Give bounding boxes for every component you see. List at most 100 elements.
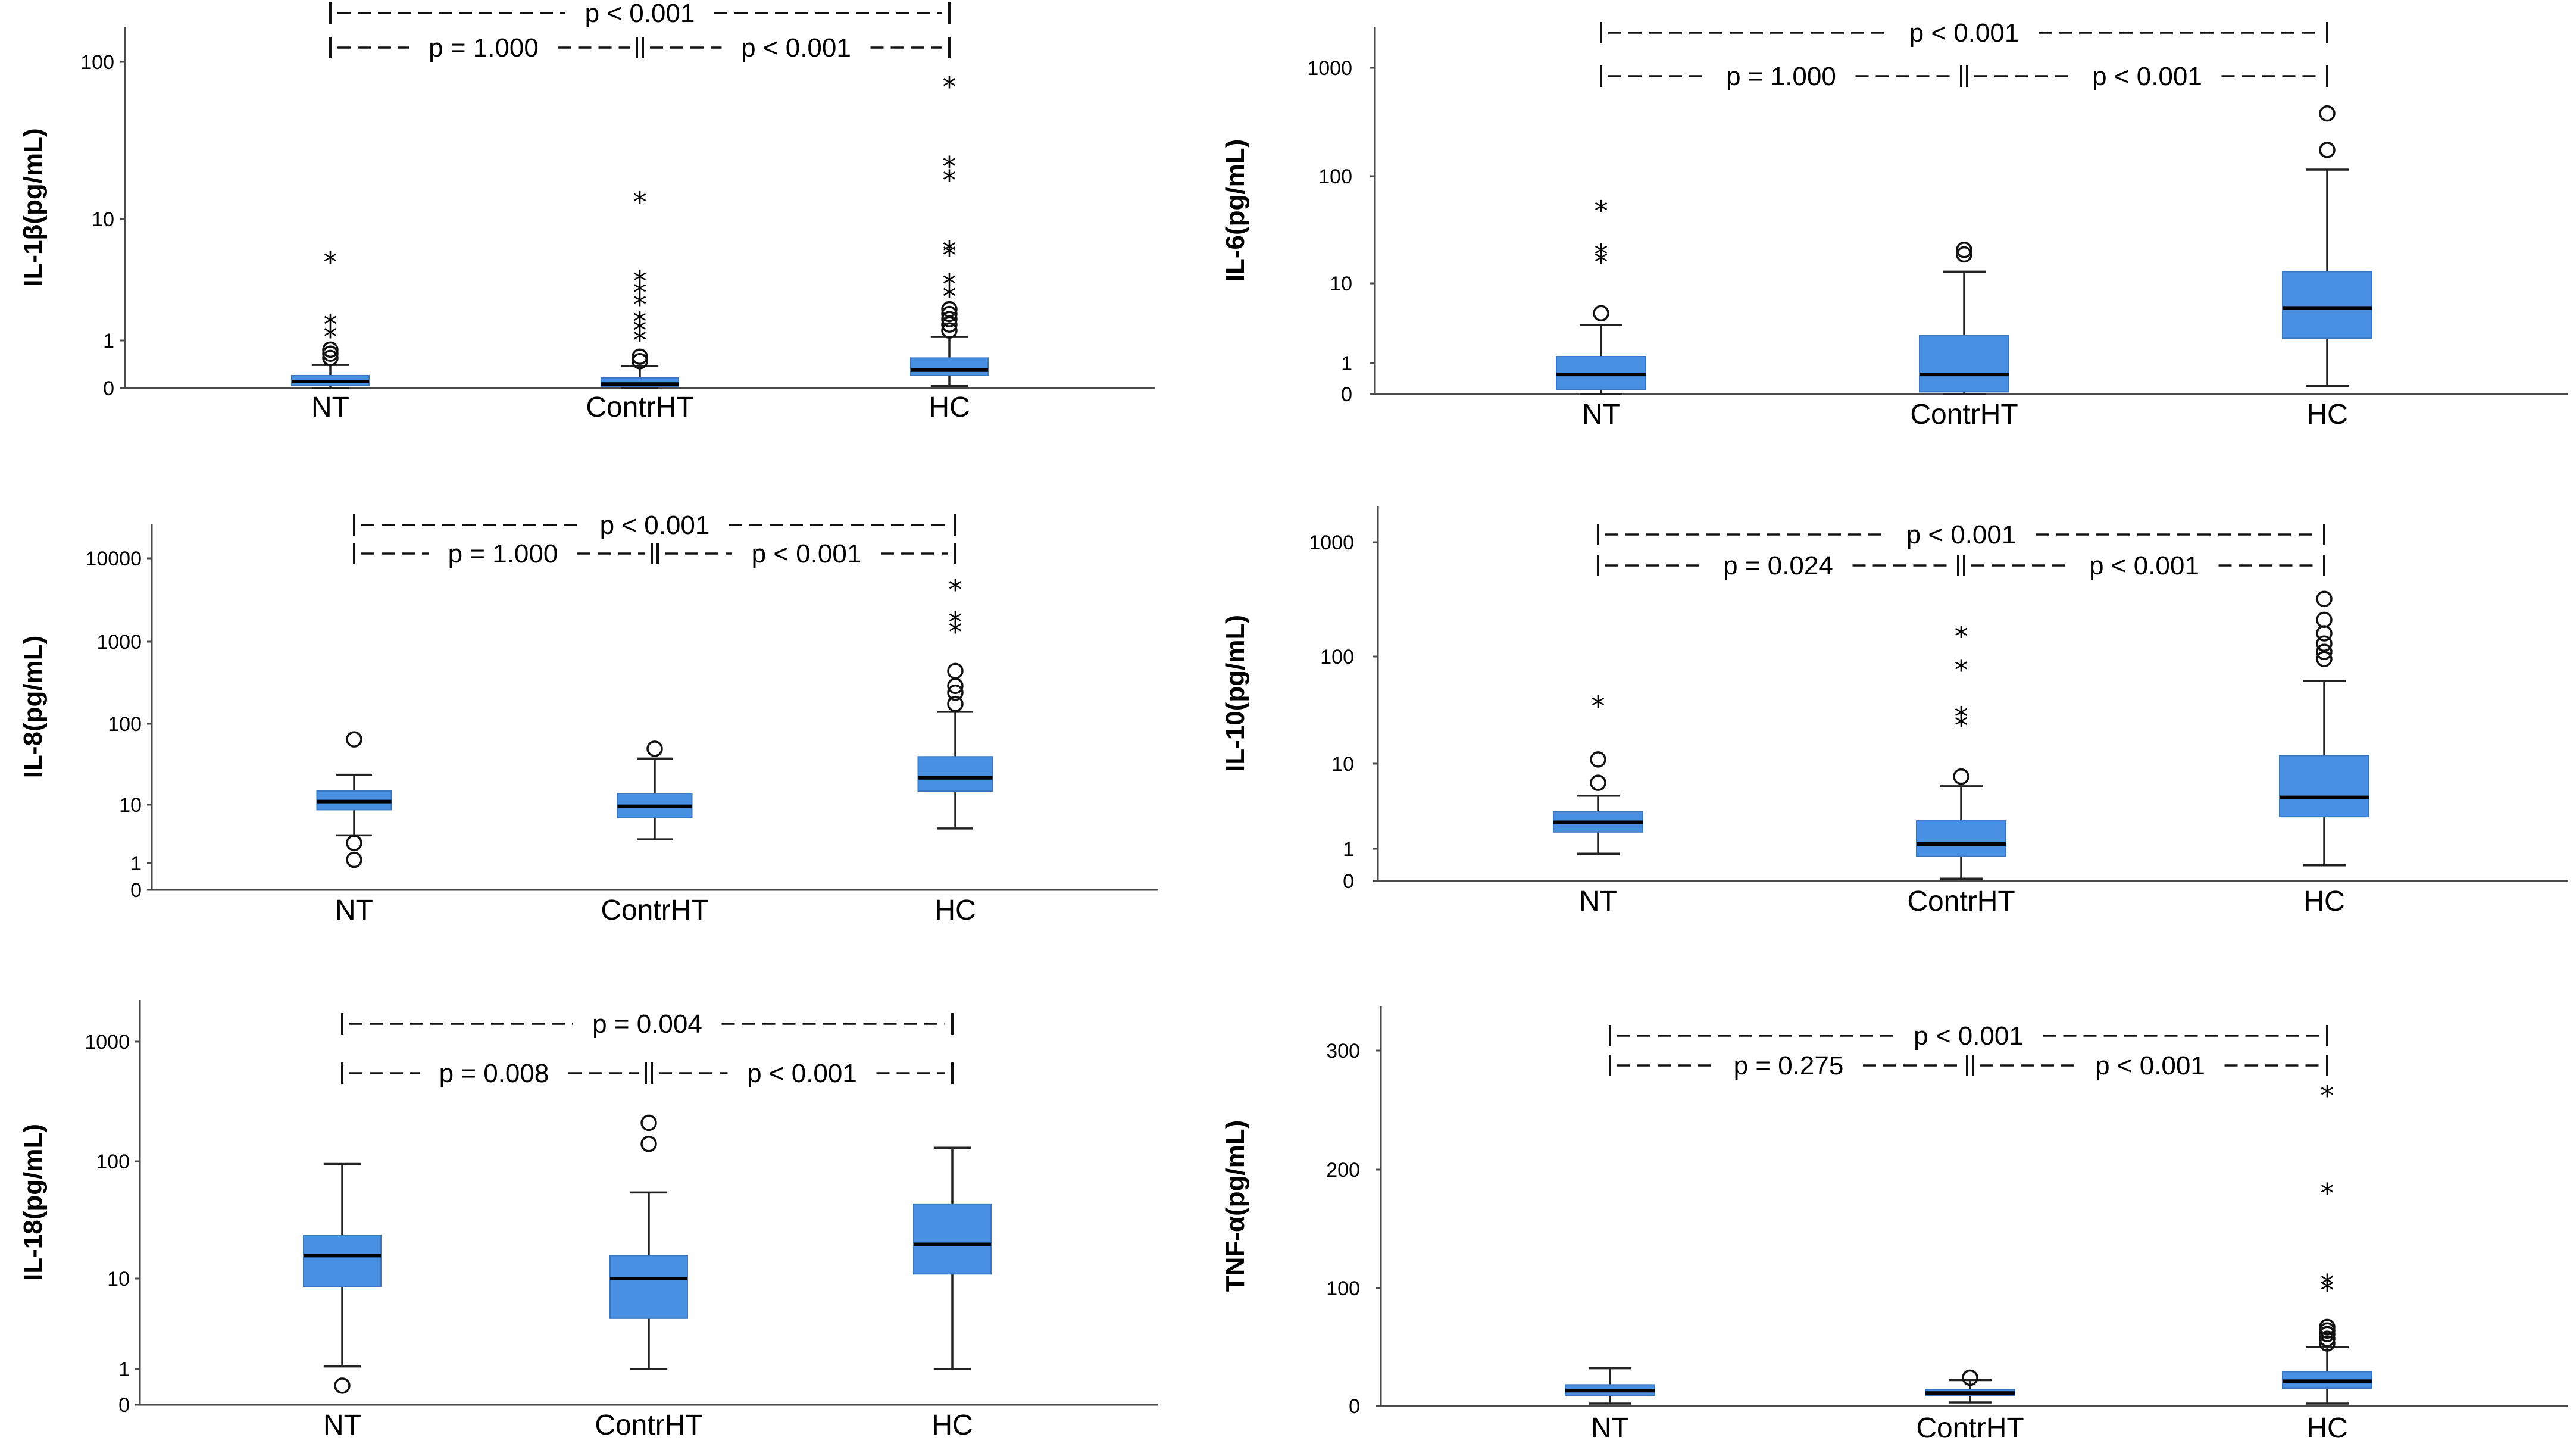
box-ContrHT: **** xyxy=(1916,620,2006,880)
outlier-circle xyxy=(1956,246,1972,263)
iqr-box xyxy=(2282,271,2372,339)
significance-bracket: p = 1.000 xyxy=(329,33,638,62)
outlier-circle xyxy=(2316,651,2333,667)
y-axis-label: IL-18(pg/mL) xyxy=(18,1124,48,1281)
box-ContrHT xyxy=(609,1114,688,1370)
outlier-circle xyxy=(1953,768,1969,785)
outlier-star: * xyxy=(943,151,956,183)
iqr-box xyxy=(910,357,989,376)
outlier-star: * xyxy=(633,277,647,309)
significance-bracket: p < 0.001 xyxy=(1963,551,2325,580)
outlier-star: * xyxy=(2321,1274,2334,1307)
p-value-label: p < 0.001 xyxy=(747,1059,857,1088)
box-NT: *** xyxy=(291,246,370,389)
y-tick-label: 10 xyxy=(107,1268,130,1290)
boxplot-panel-5: IL-18(pg/mL) 0 1 10 100 1000 NT ContrHT HC p = 0.… xyxy=(18,1000,1158,1441)
p-value-label: p < 0.001 xyxy=(1909,18,2019,48)
significance-bracket: p = 0.275 xyxy=(1609,1051,1968,1080)
outlier-circle xyxy=(947,662,964,680)
y-tick-label: 100 xyxy=(1320,646,1354,668)
significance-bracket: p = 1.000 xyxy=(353,539,653,568)
outlier-star: * xyxy=(943,164,956,196)
outlier-star: * xyxy=(1592,690,1605,723)
p-value-label: p < 0.001 xyxy=(752,539,862,568)
y-tick-label: 10 xyxy=(1330,273,1352,295)
iqr-box xyxy=(913,1203,992,1275)
outlier-circle xyxy=(941,301,958,318)
y-tick-label: 200 xyxy=(1326,1159,1360,1182)
outlier-circle xyxy=(941,305,958,323)
box-NT xyxy=(316,731,392,868)
outlier-circle xyxy=(947,695,964,712)
p-value-label: p = 1.000 xyxy=(448,539,558,568)
outlier-star: * xyxy=(1595,238,1608,270)
outlier-star: * xyxy=(1595,246,1608,279)
outlier-star: * xyxy=(949,574,962,606)
y-tick-label: 100 xyxy=(80,51,114,74)
outlier-circle xyxy=(941,311,958,327)
p-value-label: p = 0.008 xyxy=(439,1059,549,1088)
x-category-label: ContrHT xyxy=(586,392,693,423)
outlier-star: * xyxy=(943,235,956,267)
box-NT: * xyxy=(1553,690,1643,855)
outlier-circle xyxy=(2316,625,2333,642)
outlier-circle xyxy=(346,731,362,748)
box-HC xyxy=(913,1146,992,1370)
box-ContrHT: ******* xyxy=(601,186,679,389)
outlier-circle xyxy=(1590,774,1606,791)
y-axis-label: IL-6(pg/mL) xyxy=(1221,139,1250,282)
outlier-star: * xyxy=(633,186,647,218)
y-tick-label: 1 xyxy=(130,852,142,875)
outlier-circle xyxy=(2316,635,2333,652)
x-category-label: HC xyxy=(2303,886,2344,917)
y-tick-label: 10 xyxy=(119,794,142,817)
outlier-circle xyxy=(646,740,663,757)
x-category-label: NT xyxy=(1579,886,1617,917)
outlier-star: * xyxy=(633,314,647,346)
box-HC xyxy=(2282,105,2372,387)
y-tick-label: 0 xyxy=(118,1394,130,1417)
x-category-label: HC xyxy=(929,392,970,423)
y-tick-label: 0 xyxy=(103,377,114,400)
y-tick-label: 300 xyxy=(1326,1040,1360,1062)
y-tick-label: 10 xyxy=(92,208,114,231)
x-category-label: ContrHT xyxy=(601,895,708,926)
outlier-star: * xyxy=(2321,1268,2334,1301)
iqr-box xyxy=(609,1255,688,1319)
p-value-label: p < 0.001 xyxy=(1914,1021,2024,1051)
box-NT: *** xyxy=(1556,195,1646,395)
iqr-box xyxy=(1916,820,2006,857)
y-tick-label: 1 xyxy=(1343,838,1354,861)
outlier-circle xyxy=(2319,1318,2336,1336)
y-tick-label: 0 xyxy=(1349,1395,1360,1418)
y-tick-label: 1000 xyxy=(1307,57,1352,80)
outlier-star: * xyxy=(1955,654,1968,686)
x-category-label: ContrHT xyxy=(1916,1412,2024,1444)
outlier-star: * xyxy=(1955,620,1968,652)
x-category-label: HC xyxy=(2306,1412,2347,1444)
box-HC: *** xyxy=(917,574,993,830)
outlier-circle xyxy=(632,348,648,365)
box-NT xyxy=(1565,1367,1655,1405)
p-value-label: p < 0.001 xyxy=(600,511,710,540)
x-category-label: ContrHT xyxy=(1907,886,2015,917)
p-value-label: p = 1.000 xyxy=(429,33,539,62)
outlier-star: * xyxy=(633,265,647,297)
outlier-circle xyxy=(640,1136,657,1152)
x-category-label: NT xyxy=(335,895,373,926)
outlier-circle xyxy=(322,345,339,362)
y-axis-label: IL-8(pg/mL) xyxy=(18,636,48,779)
outlier-star: * xyxy=(633,306,647,338)
significance-bracket: p = 0.024 xyxy=(1597,551,1959,580)
outlier-circle xyxy=(1593,305,1609,322)
outlier-circle xyxy=(334,1377,351,1394)
y-axis-label: IL-1β(pg/mL) xyxy=(18,128,48,286)
outlier-star: * xyxy=(633,324,647,357)
outlier-star: * xyxy=(949,607,962,639)
outlier-star: * xyxy=(324,321,337,353)
iqr-box xyxy=(303,1235,382,1287)
